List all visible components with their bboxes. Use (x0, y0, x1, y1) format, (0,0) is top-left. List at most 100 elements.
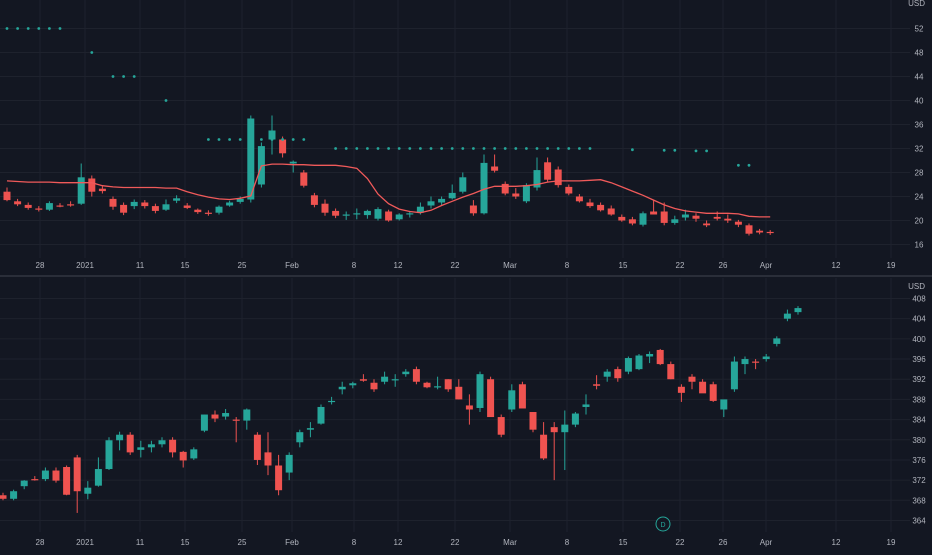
candle[interactable] (624, 356, 632, 375)
candle[interactable] (522, 183, 530, 204)
candle[interactable] (427, 196, 435, 209)
candle[interactable] (253, 432, 261, 465)
candle[interactable] (501, 181, 509, 196)
candle[interactable] (120, 202, 128, 216)
candle[interactable] (667, 361, 675, 380)
candle[interactable] (63, 465, 71, 496)
candle[interactable] (300, 170, 308, 188)
candle[interactable] (639, 211, 647, 227)
candle[interactable] (752, 359, 760, 370)
top-pane-time-axis[interactable]: 28 2021 11 15 25 Feb 8 12 22 Mar 8 15 22 26 Apr 12 19 (36, 261, 896, 270)
candle[interactable] (109, 196, 117, 210)
candle[interactable] (194, 208, 202, 214)
candle[interactable] (94, 457, 102, 487)
candle[interactable] (73, 454, 81, 513)
candle[interactable] (703, 220, 711, 228)
day-marker[interactable]: D (655, 516, 671, 532)
candle[interactable] (469, 200, 477, 216)
candle[interactable] (130, 199, 138, 210)
candle[interactable] (544, 157, 552, 182)
candle[interactable] (508, 384, 516, 413)
candle[interactable] (14, 198, 22, 207)
candle[interactable] (359, 374, 367, 382)
candle[interactable] (699, 379, 707, 394)
candle[interactable] (635, 353, 643, 371)
candle[interactable] (565, 184, 573, 196)
moving-average-line[interactable] (6, 163, 771, 218)
candle[interactable] (497, 414, 505, 438)
candle[interactable] (688, 374, 696, 390)
candle[interactable] (77, 163, 85, 205)
candle[interactable] (448, 184, 456, 200)
candle[interactable] (310, 192, 318, 208)
candle[interactable] (20, 480, 28, 490)
candle[interactable] (328, 396, 336, 405)
candle[interactable] (586, 198, 594, 208)
candle[interactable] (391, 374, 399, 387)
candle[interactable] (215, 205, 223, 215)
candle[interactable] (137, 440, 145, 458)
candle[interactable] (550, 422, 558, 481)
candle[interactable] (31, 476, 39, 481)
candle[interactable] (603, 369, 611, 382)
candle[interactable] (116, 431, 124, 451)
candle[interactable] (374, 207, 382, 221)
candle[interactable] (444, 379, 452, 392)
candle[interactable] (487, 376, 495, 418)
candle[interactable] (222, 408, 230, 420)
candle[interactable] (762, 353, 770, 362)
candle[interactable] (660, 202, 668, 226)
candle[interactable] (491, 154, 499, 173)
candle[interactable] (84, 481, 92, 500)
candle[interactable] (540, 422, 548, 460)
candle[interactable] (533, 157, 541, 191)
candle[interactable] (211, 410, 219, 423)
candle[interactable] (618, 214, 626, 222)
candle[interactable] (349, 381, 357, 389)
candle[interactable] (465, 394, 473, 425)
candle[interactable] (671, 215, 679, 225)
candle[interactable] (226, 200, 234, 207)
candle[interactable] (342, 211, 350, 220)
candle[interactable] (381, 371, 389, 385)
candle[interactable] (575, 194, 583, 203)
candle[interactable] (141, 200, 149, 209)
candle[interactable] (438, 196, 446, 206)
top-pane-series[interactable] (3, 27, 774, 236)
candle[interactable] (98, 186, 106, 194)
candle[interactable] (773, 336, 781, 347)
candle[interactable] (395, 213, 403, 221)
candle[interactable] (571, 412, 579, 428)
candle[interactable] (285, 452, 293, 481)
candle[interactable] (370, 379, 378, 392)
candle[interactable] (766, 230, 774, 235)
candle[interactable] (243, 408, 251, 430)
candle[interactable] (650, 199, 658, 215)
day-marker-circle[interactable] (655, 516, 671, 532)
candle[interactable] (3, 187, 11, 202)
candle[interactable] (402, 369, 410, 377)
candle[interactable] (275, 454, 283, 496)
candle[interactable] (289, 160, 297, 173)
candle[interactable] (41, 467, 49, 482)
candle[interactable] (183, 203, 191, 210)
candle[interactable] (677, 384, 685, 402)
candle[interactable] (317, 404, 325, 425)
candle[interactable] (529, 412, 537, 433)
candle[interactable] (385, 209, 393, 222)
candle[interactable] (756, 228, 764, 235)
candle[interactable] (173, 195, 181, 204)
candle[interactable] (24, 202, 32, 210)
candle[interactable] (730, 356, 738, 392)
candle[interactable] (434, 376, 442, 390)
candle[interactable] (10, 489, 18, 501)
candle[interactable] (518, 381, 526, 409)
candle[interactable] (247, 115, 255, 203)
candle[interactable] (0, 492, 7, 501)
candle[interactable] (151, 203, 159, 214)
candle[interactable] (561, 410, 569, 471)
candle[interactable] (35, 206, 43, 212)
candle[interactable] (126, 432, 134, 455)
candle[interactable] (593, 375, 601, 390)
